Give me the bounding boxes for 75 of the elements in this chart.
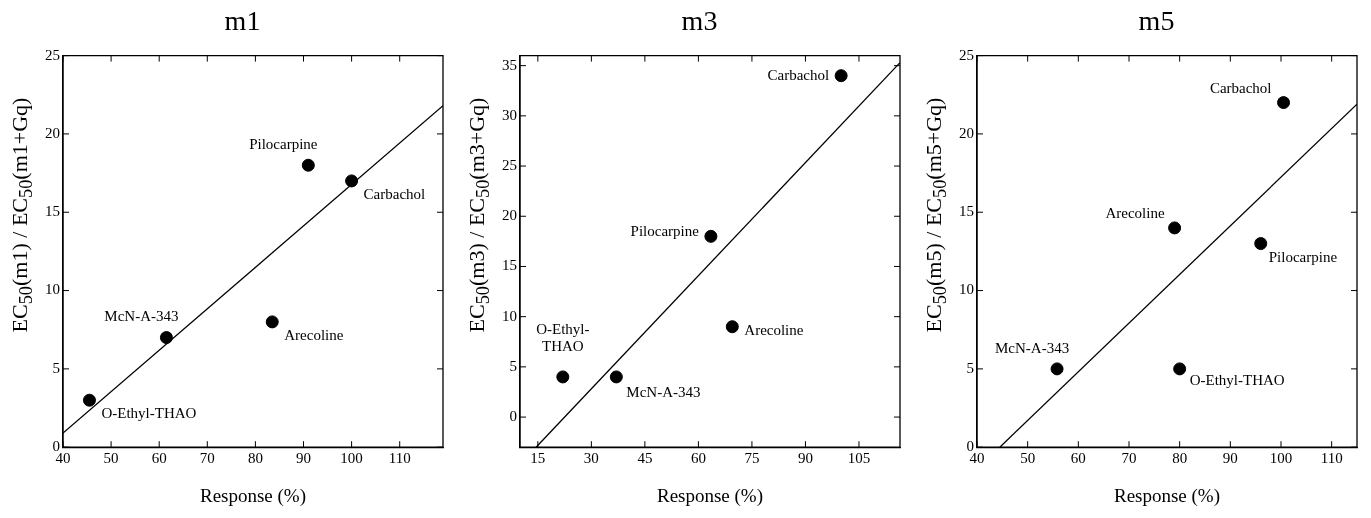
annotation: O-Ethyl-THAO bbox=[101, 405, 197, 422]
annotation: Arecoline bbox=[744, 321, 804, 338]
x-tick-label: 100 bbox=[1269, 450, 1293, 467]
y-tick-label: 25 bbox=[45, 46, 60, 63]
x-tick-label: 100 bbox=[340, 450, 363, 467]
y-tick-label: 10 bbox=[959, 281, 974, 298]
x-axis-title: Response (%) bbox=[199, 484, 307, 507]
annotation: Arecoline bbox=[1105, 204, 1165, 221]
point bbox=[834, 69, 848, 83]
annotation: O-Ethyl- THAO bbox=[536, 320, 590, 354]
point bbox=[1254, 237, 1268, 251]
annotation: Carbachol bbox=[363, 185, 426, 202]
point bbox=[704, 229, 718, 243]
annotation: McN-A-343 bbox=[626, 383, 701, 400]
annotation: Pilocarpine bbox=[1268, 248, 1338, 265]
x-tick-label: 70 bbox=[199, 450, 215, 467]
annotation: Carbachol bbox=[1209, 79, 1272, 96]
y-tick-label: 35 bbox=[502, 56, 517, 73]
y-tick-label: 0 bbox=[509, 408, 517, 425]
x-tick-label: 105 bbox=[847, 450, 871, 467]
point bbox=[1173, 362, 1187, 376]
point bbox=[1168, 221, 1182, 235]
annotation: McN-A-343 bbox=[104, 308, 179, 325]
annotation: Carbachol bbox=[767, 66, 830, 83]
x-tick-label: 50 bbox=[1020, 450, 1036, 467]
x-tick-label: 60 bbox=[151, 450, 167, 467]
point bbox=[345, 174, 359, 188]
point bbox=[556, 370, 570, 384]
y-tick-label: 15 bbox=[45, 203, 60, 220]
y-tick-label: 25 bbox=[502, 156, 517, 173]
annotation: Pilocarpine bbox=[630, 223, 700, 240]
chart-title: m3 bbox=[681, 5, 718, 37]
annotation: Arecoline bbox=[284, 326, 344, 343]
x-tick-label: 110 bbox=[388, 450, 411, 467]
x-tick-label: 90 bbox=[1222, 450, 1238, 467]
y-tick-label: 10 bbox=[502, 307, 517, 324]
y-tick-label: 5 bbox=[52, 359, 60, 376]
x-tick-label: 110 bbox=[1320, 450, 1343, 467]
point bbox=[1050, 362, 1064, 376]
point bbox=[265, 315, 279, 329]
y-tick-label: 20 bbox=[959, 124, 974, 141]
y-tick-label: 15 bbox=[502, 257, 517, 274]
annotation: O-Ethyl-THAO bbox=[1189, 371, 1285, 388]
y-tick-label: 10 bbox=[45, 281, 60, 298]
x-axis-title: Response (%) bbox=[1113, 484, 1221, 507]
chart-title: m1 bbox=[224, 5, 261, 37]
point bbox=[301, 158, 315, 172]
x-tick-label: 60 bbox=[1070, 450, 1086, 467]
x-tick-label: 75 bbox=[744, 450, 760, 467]
x-tick-label: 45 bbox=[637, 450, 653, 467]
point bbox=[82, 393, 96, 407]
x-tick-label: 15 bbox=[530, 450, 546, 467]
y-tick-label: 30 bbox=[502, 106, 517, 123]
annotation: Pilocarpine bbox=[249, 136, 318, 153]
point bbox=[725, 320, 739, 334]
x-tick-label: 80 bbox=[247, 450, 263, 467]
chart-title: m5 bbox=[1138, 5, 1175, 37]
point bbox=[1277, 96, 1291, 110]
x-tick-label: 70 bbox=[1121, 450, 1137, 467]
x-tick-label: 30 bbox=[583, 450, 599, 467]
y-tick-label: 20 bbox=[45, 124, 60, 141]
annotation: McN-A-343 bbox=[994, 339, 1070, 356]
x-tick-label: 50 bbox=[103, 450, 119, 467]
x-tick-label: 90 bbox=[296, 450, 312, 467]
x-tick-label: 80 bbox=[1172, 450, 1188, 467]
y-tick-label: 20 bbox=[502, 207, 517, 224]
y-tick-label: 5 bbox=[966, 359, 974, 376]
x-tick-label: 60 bbox=[690, 450, 706, 467]
y-tick-label: 15 bbox=[959, 203, 974, 220]
x-axis-title: Response (%) bbox=[656, 484, 764, 507]
point bbox=[609, 370, 623, 384]
y-tick-label: 25 bbox=[959, 46, 974, 63]
x-tick-label: 90 bbox=[797, 450, 813, 467]
point bbox=[159, 331, 173, 345]
y-tick-label: 5 bbox=[509, 357, 517, 374]
